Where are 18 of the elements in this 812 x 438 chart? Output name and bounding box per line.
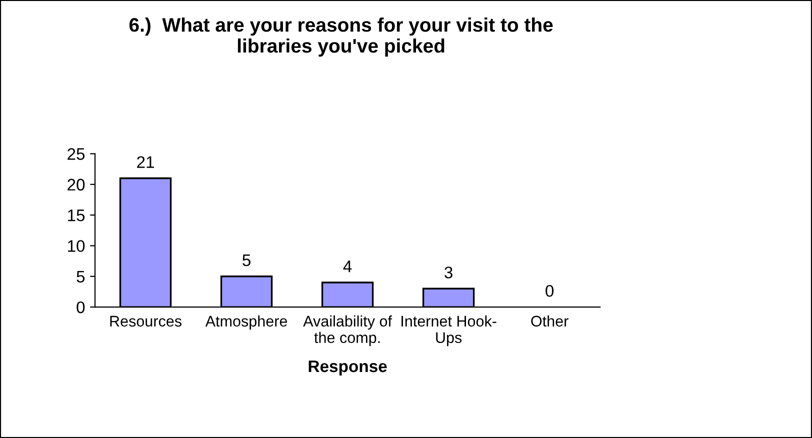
y-tick-label: 15 — [68, 210, 85, 222]
x-axis-title: Response — [308, 360, 387, 376]
x-tick-label: Other — [531, 315, 568, 327]
data-label: 0 — [546, 284, 554, 297]
x-tick-label: Atmosphere — [205, 315, 288, 330]
data-label: 21 — [137, 156, 154, 168]
y-tick-label: 25 — [68, 148, 85, 160]
data-label: 5 — [242, 254, 250, 266]
x-tick-label: Resources — [110, 316, 182, 327]
data-label: 3 — [444, 266, 452, 278]
y-tick-label: 20 — [68, 178, 85, 191]
chart-title: 6.) What are your reasons for your visit to the libraries you've picked — [129, 18, 553, 57]
data-label: 4 — [343, 260, 352, 272]
y-tick-label: 10 — [68, 240, 85, 252]
x-tick-label: Internet Hook- Ups — [402, 315, 496, 346]
x-tick-label: Availability of the comp. — [303, 315, 392, 346]
y-tick-label: 0 — [76, 301, 85, 314]
y-tick-label: 5 — [76, 270, 85, 283]
